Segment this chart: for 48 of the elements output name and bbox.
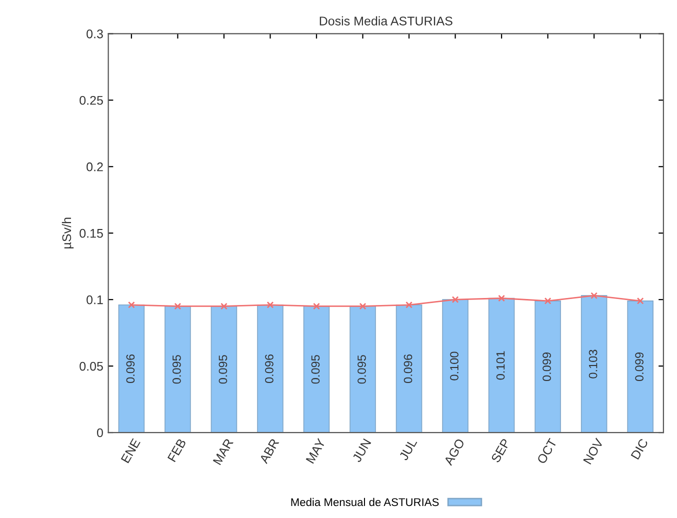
y-axis-title: µSv/h [62,218,74,248]
point [544,297,552,304]
y-tick-label: 0.15 [80,228,103,238]
bar [210,306,238,433]
bar [118,304,145,433]
point [406,301,412,308]
point [498,294,506,302]
y-tick-label: 0.1 [86,295,103,304]
data-label: 0.101 [496,351,505,380]
data-label: 0.096 [404,354,412,384]
data-label: 0.095 [218,355,228,384]
data-label: 0.103 [588,350,598,378]
x-tick-label: DIC [630,438,648,460]
data-label: 0.095 [311,355,320,384]
bar [488,298,515,433]
point [359,302,366,310]
point [174,302,182,310]
bar [350,306,376,433]
point [128,301,135,308]
bar [303,306,330,433]
point [452,296,459,304]
point [266,301,274,308]
data-label: 0.099 [542,352,551,382]
x-tick-label: JUL [398,438,418,462]
bar [164,306,191,433]
point [590,292,598,300]
y-tick-label: 0.25 [80,96,103,105]
y-tick-label: 0 [96,428,103,438]
y-tick-label: 0.2 [86,162,103,172]
y-tick-label: 0.3 [86,29,103,38]
data-label: 0.100 [450,352,458,380]
bar [442,299,468,433]
bar [627,300,654,433]
data-label: 0.095 [358,355,366,384]
bar [257,304,284,433]
data-label: 0.095 [172,355,181,384]
data-label: 0.096 [265,354,274,384]
point [220,302,228,310]
y-tick-label: 0.05 [80,362,103,371]
bar [396,304,422,433]
data-label: 0.099 [635,352,644,382]
data-label: 0.096 [126,354,135,384]
legend-label: Media Mensual de ASTURIAS [291,498,439,506]
bar [534,300,561,433]
point [636,297,644,304]
point [313,302,320,310]
bar [580,295,608,433]
chart-title: Dosis Media ASTURIAS [320,16,452,26]
